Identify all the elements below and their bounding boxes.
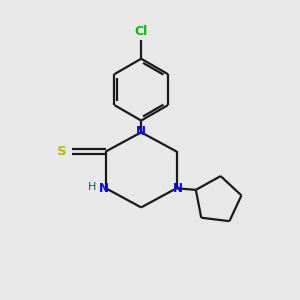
Text: N: N (99, 182, 110, 195)
Text: N: N (173, 182, 183, 195)
Text: H: H (88, 182, 96, 192)
Text: N: N (136, 125, 146, 138)
Text: S: S (57, 145, 67, 158)
Text: Cl: Cl (134, 26, 148, 38)
